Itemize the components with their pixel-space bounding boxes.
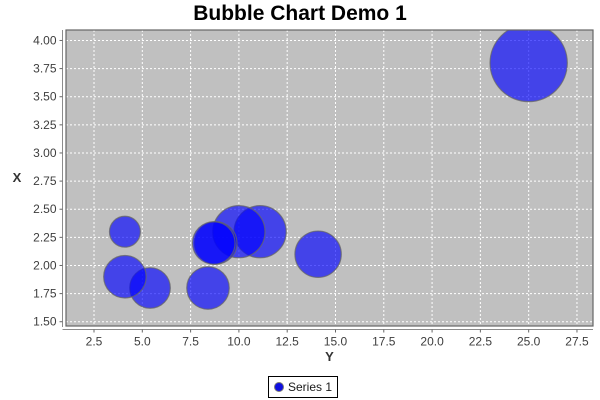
horizontal-axis-tick-label: 20.0 (420, 335, 444, 349)
horizontal-axis-tick-label: 12.5 (276, 335, 300, 349)
vertical-axis-tick-label: 1.50 (33, 315, 57, 329)
vertical-axis-tick-label: 3.00 (33, 146, 57, 160)
chart-title: Bubble Chart Demo 1 (193, 2, 407, 25)
vertical-axis-tick-label: 4.00 (33, 33, 57, 47)
horizontal-axis-tick-label: 2.5 (86, 335, 103, 349)
vertical-axis-tick-label: 2.25 (33, 230, 57, 244)
vertical-axis-tick-label: 3.50 (33, 90, 57, 104)
vertical-axis-label: X (12, 170, 22, 185)
bubble (186, 266, 230, 310)
legend-series-label: Series 1 (288, 380, 333, 394)
bubble (103, 254, 147, 299)
bubble (191, 221, 236, 265)
bubble (108, 215, 141, 248)
vertical-axis-tick-label: 2.50 (33, 202, 57, 216)
horizontal-axis-label: Y (325, 349, 334, 364)
horizontal-axis-tick-label: 10.0 (227, 335, 251, 349)
horizontal-axis-tick-label: 25.0 (517, 335, 541, 349)
bubble (489, 30, 568, 103)
vertical-axis-tick-label: 3.25 (33, 118, 57, 132)
legend: Series 1 (268, 376, 338, 398)
horizontal-axis-tick-label: 17.5 (372, 335, 396, 349)
vertical-axis-tick-label: 2.75 (33, 174, 57, 188)
horizontal-axis-tick-label: 7.5 (182, 335, 199, 349)
vertical-axis-tick-label: 2.00 (33, 258, 57, 272)
vertical-axis-tick-label: 1.75 (33, 287, 57, 301)
plot-border (65, 29, 594, 327)
horizontal-axis-tick-label: 15.0 (324, 335, 348, 349)
horizontal-axis-tick-label: 22.5 (469, 335, 493, 349)
series-marker-icon (274, 382, 284, 392)
horizontal-axis-tick-label: 5.0 (134, 335, 151, 349)
bubble (294, 230, 342, 279)
vertical-axis-tick-label: 3.75 (33, 62, 57, 76)
horizontal-axis-tick-label: 27.5 (565, 335, 589, 349)
